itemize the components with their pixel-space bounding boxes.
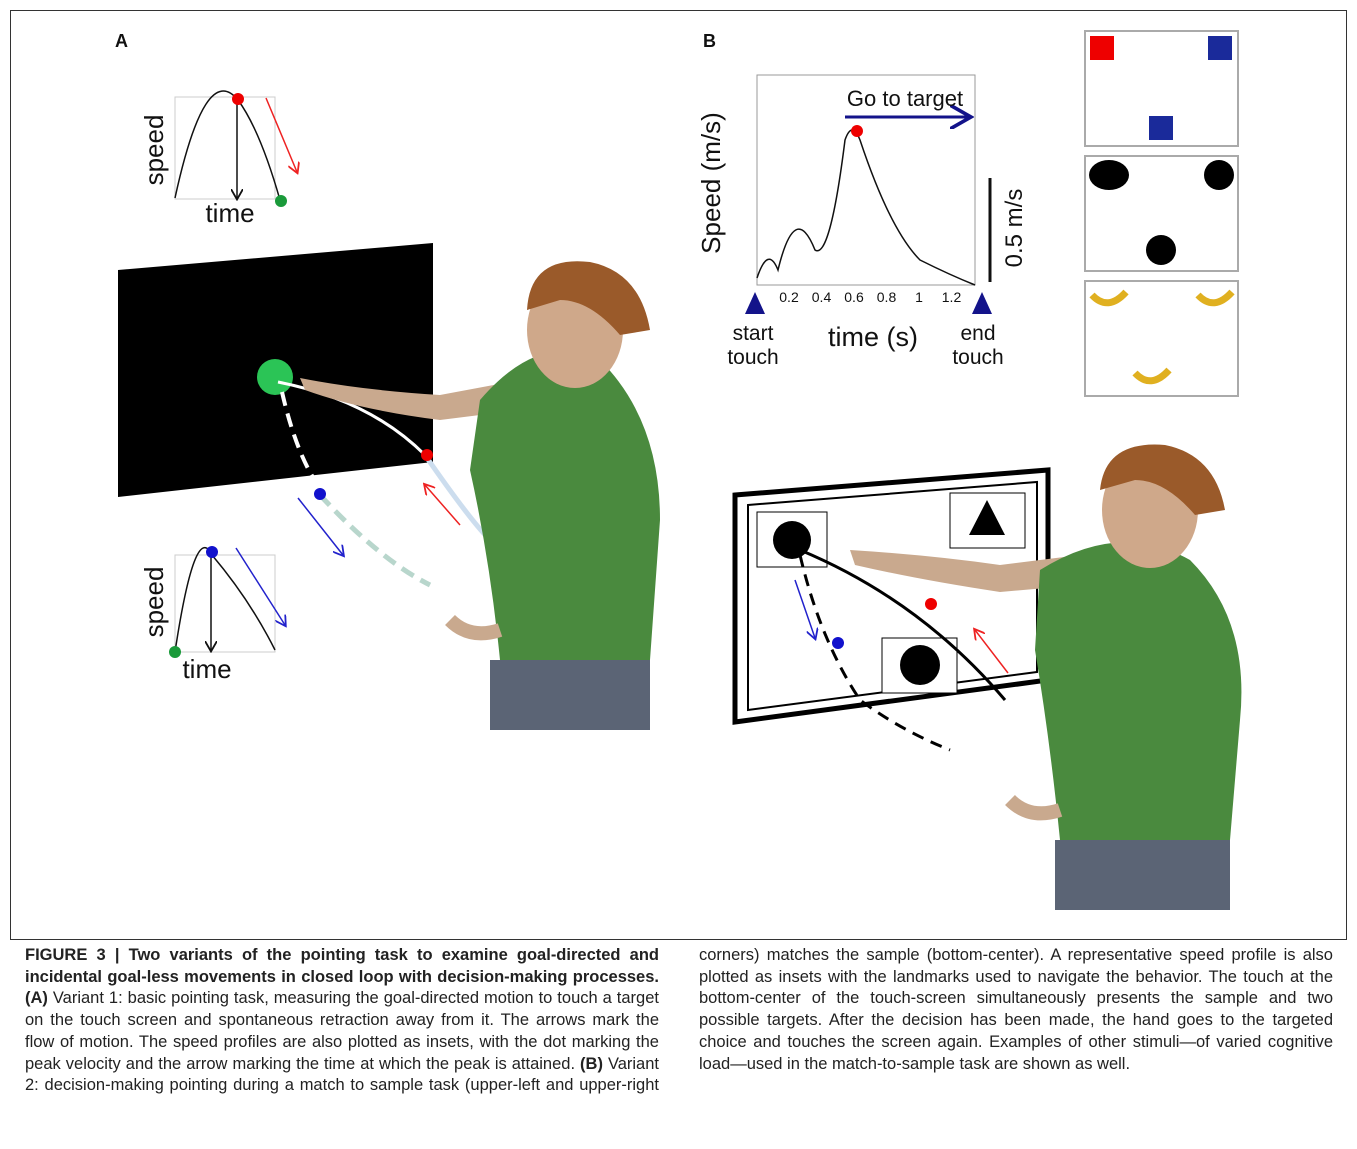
target xyxy=(257,359,293,395)
speed-plot: Go to target Speed (m/s) 0.5 m/s 0.2 0.4 0… xyxy=(696,74,1028,369)
person xyxy=(300,261,660,730)
inset-x-label: time xyxy=(205,198,254,228)
end-label: end touch xyxy=(952,322,1003,369)
stimuli xyxy=(1084,30,1239,397)
decision-screen xyxy=(732,467,1051,752)
top-inset: speed time xyxy=(139,90,297,228)
scale-bar-label: 0.5 m/s xyxy=(1001,189,1028,268)
inset-y-label: speed xyxy=(139,567,169,638)
panel-label: B xyxy=(703,31,716,51)
x-tick-label: 0.4 xyxy=(812,289,832,305)
x-tick-label: 0.2 xyxy=(779,289,799,305)
x-tick-label: 0.6 xyxy=(844,289,864,305)
figure: A speed time speed time B G xyxy=(115,30,1242,910)
inset-x-label: time xyxy=(182,654,231,684)
caption-label: (B) xyxy=(580,1054,603,1073)
start-label: start touch xyxy=(727,322,778,369)
caption: FIGURE 3 | Two variants of the pointing … xyxy=(25,945,1333,1097)
y-label: Speed (m/s) xyxy=(696,112,726,254)
caption-label: (A) xyxy=(25,989,48,1008)
caption-text: Variant 1: basic pointing task, measurin… xyxy=(25,989,659,1073)
x-tick-label: 1.2 xyxy=(942,289,962,305)
person xyxy=(850,444,1242,910)
panel-label: A xyxy=(115,31,128,51)
caption-title: FIGURE 3 | Two variants of the pointing … xyxy=(25,946,659,986)
x-tick-label: 0.8 xyxy=(877,289,897,305)
x-tick-label: 1 xyxy=(915,289,923,305)
x-label: time (s) xyxy=(828,322,918,352)
figure-frame xyxy=(10,10,1347,940)
caption-text: Variant 2: decision-making pointing duri… xyxy=(25,946,1333,1095)
annotation: Go to target xyxy=(847,86,963,111)
inset-y-label: speed xyxy=(139,115,169,186)
bottom-inset: speed time xyxy=(139,546,285,684)
